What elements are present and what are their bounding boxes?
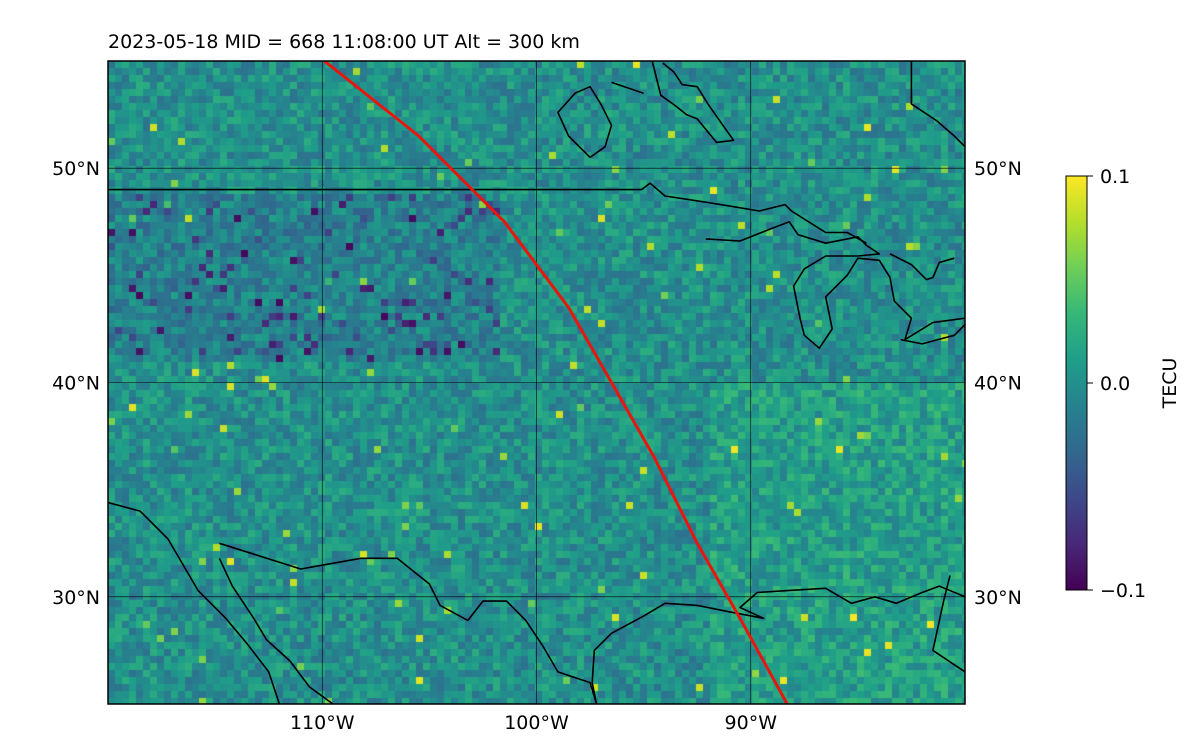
colorbar: 0.1 0.0 −0.1 TECU <box>1065 166 1181 602</box>
coastline <box>792 244 965 349</box>
y-tick-label-right: 30°N <box>974 587 1022 609</box>
x-tick-label: 110°W <box>290 712 355 734</box>
y-tick-label-right: 40°N <box>974 373 1022 395</box>
colorbar-tick-label: 0.1 <box>1100 166 1130 188</box>
coastline <box>889 253 955 281</box>
map-panel <box>107 60 966 705</box>
graticule <box>108 61 965 704</box>
colorbar-ticks: 0.1 0.0 −0.1 <box>1087 166 1146 602</box>
coastline <box>611 81 644 94</box>
coastline <box>108 182 867 244</box>
y-tick-label-left: 40°N <box>52 373 100 395</box>
x-tick-label: 90°W <box>725 712 778 734</box>
colorbar-label: TECU <box>1159 358 1181 410</box>
track-line <box>323 61 789 704</box>
y-tick-labels: 50°N 50°N 40°N 40°N 30°N 30°N <box>52 158 1022 609</box>
x-tick-label: 100°W <box>504 712 569 734</box>
coastline <box>651 61 735 144</box>
coastline <box>219 542 598 704</box>
coastline <box>900 324 965 345</box>
colorbar-tick-label: 0.0 <box>1100 373 1130 395</box>
colorbar-gradient <box>1065 175 1088 591</box>
coastline <box>910 61 965 148</box>
coastline <box>932 575 965 673</box>
y-tick-label-right: 50°N <box>974 158 1022 180</box>
y-tick-label-left: 30°N <box>52 587 100 609</box>
coastlines <box>108 61 965 704</box>
x-tick-labels: 110°W 100°W 90°W <box>290 712 777 734</box>
colorbar-tick-label: −0.1 <box>1100 580 1146 602</box>
coastline <box>591 585 965 704</box>
chart-title: 2023-05-18 MID = 668 11:08:00 UT Alt = 3… <box>108 31 580 53</box>
map-frame <box>107 60 966 705</box>
coastline <box>557 85 613 159</box>
coastline <box>705 221 867 246</box>
coastline <box>108 501 281 704</box>
y-tick-label-left: 50°N <box>52 158 100 180</box>
satellite-track <box>323 61 789 704</box>
coastline <box>218 557 334 704</box>
